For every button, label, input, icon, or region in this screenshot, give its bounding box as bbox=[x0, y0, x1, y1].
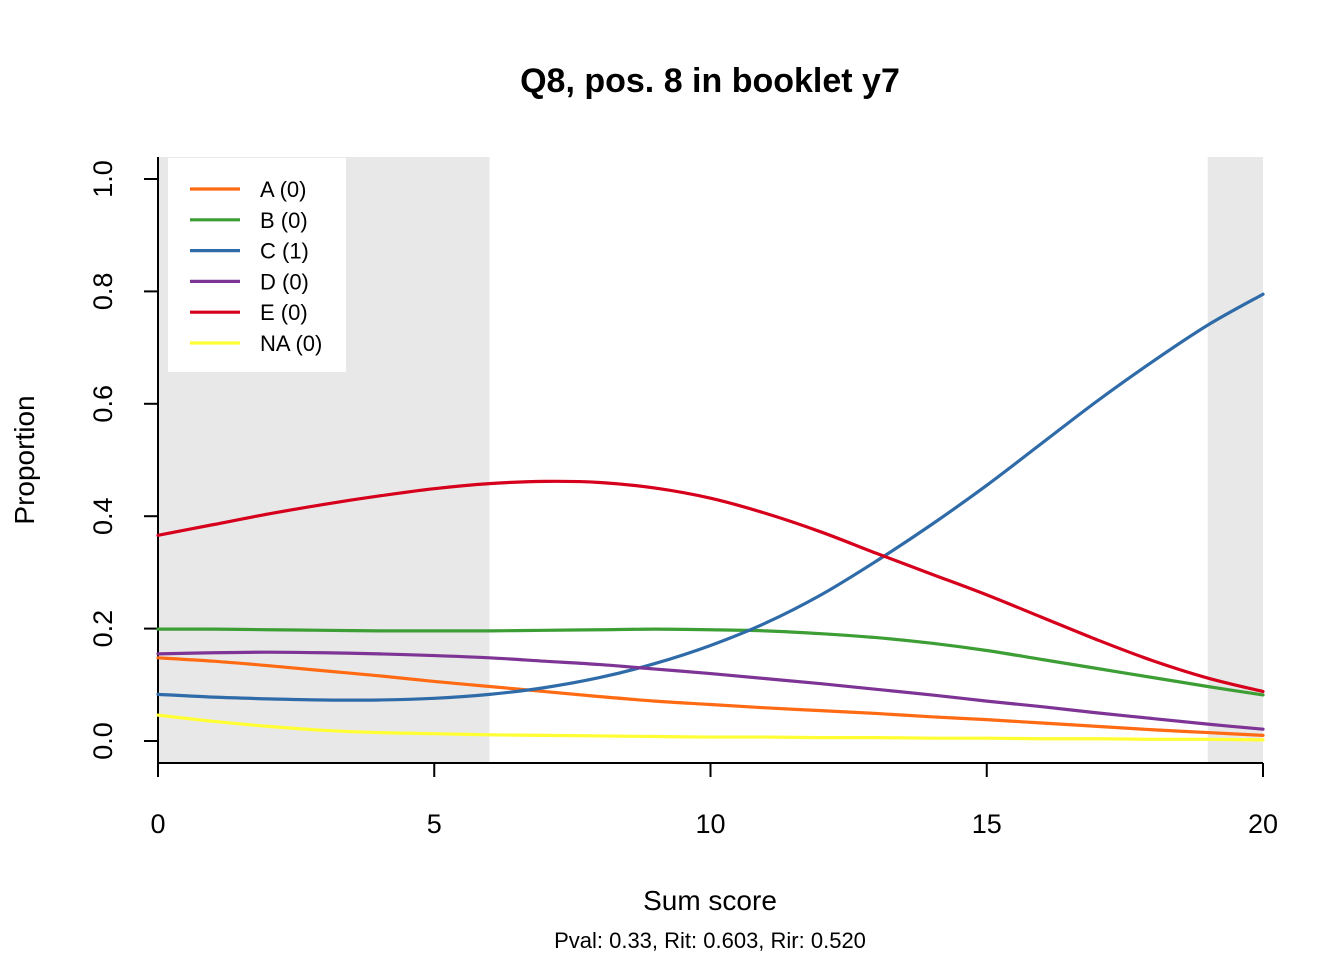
chart-subtitle: Pval: 0.33, Rit: 0.603, Rir: 0.520 bbox=[554, 928, 866, 953]
axes: 0 5 10 15 20 0.0 0.2 0.4 0.6 0.8 1.0 bbox=[88, 157, 1278, 839]
series-line-0 bbox=[156, 656, 1265, 737]
x-tick-label-3: 15 bbox=[972, 809, 1002, 839]
chart-title: Q8, pos. 8 in booklet y7 bbox=[520, 62, 900, 100]
x-tick-label-1: 5 bbox=[427, 809, 442, 839]
y-tick-label-3: 0.6 bbox=[88, 385, 118, 423]
x-tick-label-4: 20 bbox=[1248, 809, 1278, 839]
legend-label-5: NA (0) bbox=[260, 331, 322, 356]
legend: A (0) B (0) C (1) D (0) E (0) NA (0) bbox=[168, 158, 346, 372]
shaded-region-1 bbox=[1207, 157, 1263, 763]
legend-box bbox=[168, 158, 346, 372]
y-tick-label-4: 0.8 bbox=[88, 273, 118, 311]
series-line-4 bbox=[156, 479, 1265, 694]
y-tick-label-1: 0.2 bbox=[88, 610, 118, 648]
legend-label-4: E (0) bbox=[260, 300, 308, 325]
legend-label-0: A (0) bbox=[260, 177, 306, 202]
y-tick-label-2: 0.4 bbox=[88, 497, 118, 535]
series-line-2 bbox=[156, 292, 1265, 702]
y-tick-label-0: 0.0 bbox=[88, 722, 118, 760]
series-line-1 bbox=[156, 627, 1265, 697]
legend-label-3: D (0) bbox=[260, 269, 309, 294]
y-axis-label: Proportion bbox=[9, 395, 40, 524]
x-tick-label-2: 10 bbox=[695, 809, 725, 839]
series-lines bbox=[156, 292, 1265, 742]
x-tick-label-0: 0 bbox=[150, 809, 165, 839]
legend-label-2: C (1) bbox=[260, 239, 309, 264]
series-line-5 bbox=[156, 713, 1265, 742]
y-tick-label-5: 1.0 bbox=[88, 160, 118, 198]
x-axis-label: Sum score bbox=[643, 885, 777, 916]
series-line-3 bbox=[156, 650, 1265, 731]
legend-label-1: B (0) bbox=[260, 208, 308, 233]
